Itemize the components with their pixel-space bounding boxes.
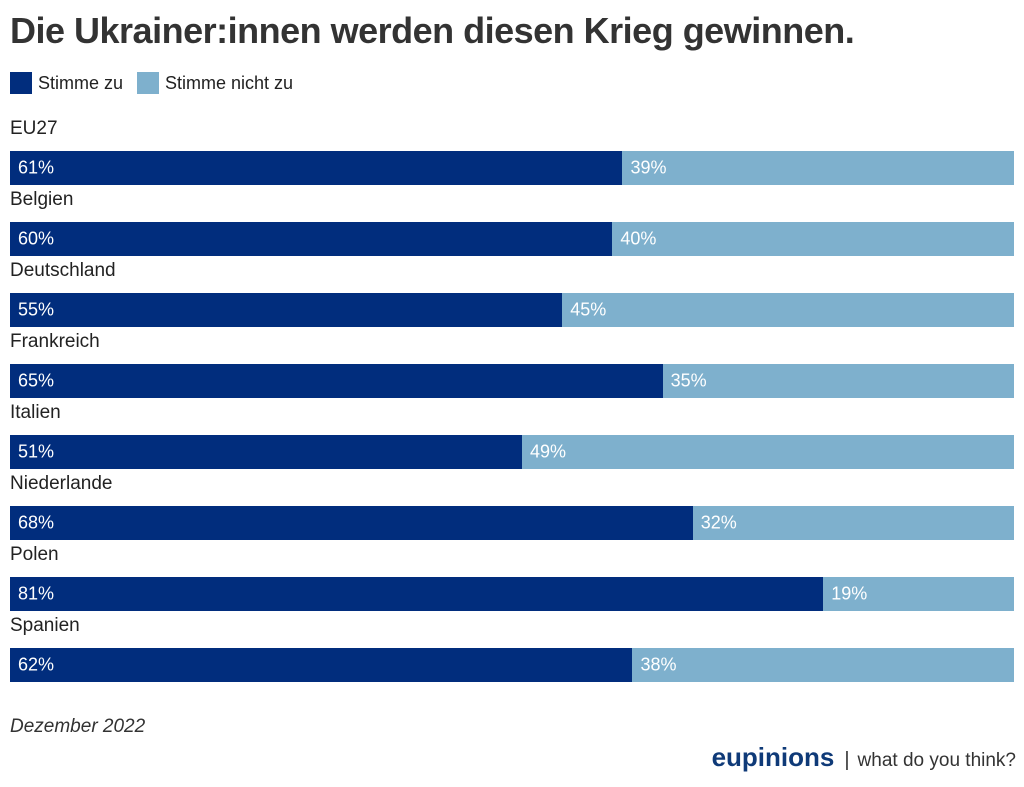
bar-segment-agree: 55% bbox=[10, 293, 563, 327]
bar-segment-disagree: 45% bbox=[562, 293, 1014, 327]
survey-date: Dezember 2022 bbox=[10, 716, 146, 737]
stacked-bar: 51% 49% bbox=[10, 435, 1014, 469]
bar-row-italien: Italien 51% 49% bbox=[10, 402, 1014, 473]
data-label: 81% bbox=[18, 583, 55, 604]
bar-segment-disagree: 40% bbox=[612, 222, 1014, 256]
category-label: EU27 bbox=[10, 118, 58, 139]
data-label: 51% bbox=[18, 441, 55, 462]
bar-segment-disagree: 39% bbox=[622, 151, 1014, 185]
data-label: 65% bbox=[18, 370, 55, 391]
category-label: Italien bbox=[10, 402, 61, 423]
data-label: 55% bbox=[18, 299, 55, 320]
data-label: 68% bbox=[18, 512, 55, 533]
brand-footer: eupinions | what do you think? bbox=[712, 742, 1016, 773]
bar-row-deutschland: Deutschland 55% 45% bbox=[10, 260, 1014, 331]
bar-segment-agree: 62% bbox=[10, 648, 633, 682]
legend-item-disagree: Stimme nicht zu bbox=[137, 72, 293, 94]
data-label: 32% bbox=[700, 512, 737, 533]
bar-segment-agree: 51% bbox=[10, 435, 523, 469]
data-label: 61% bbox=[18, 157, 55, 178]
bar-row-polen: Polen 81% 19% bbox=[10, 544, 1014, 615]
data-label: 39% bbox=[630, 157, 667, 178]
bar-segment-disagree: 38% bbox=[632, 648, 1014, 682]
bar-segment-disagree: 32% bbox=[692, 506, 1014, 540]
stacked-bar: 60% 40% bbox=[10, 222, 1014, 256]
stacked-bar: 61% 39% bbox=[10, 151, 1014, 185]
category-label: Belgien bbox=[10, 189, 74, 210]
bar-segment-agree: 65% bbox=[10, 364, 663, 398]
legend-swatch-agree bbox=[10, 72, 32, 94]
bar-segment-agree: 61% bbox=[10, 151, 623, 185]
chart-title: Die Ukrainer:innen werden diesen Krieg g… bbox=[10, 10, 855, 51]
stacked-bar: 81% 19% bbox=[10, 577, 1014, 611]
brand-logo: eupinions bbox=[711, 742, 835, 772]
stacked-bar: 62% 38% bbox=[10, 648, 1014, 682]
category-label: Spanien bbox=[10, 615, 80, 636]
bar-row-eu27: EU27 61% 39% bbox=[10, 118, 1014, 189]
bar-row-niederlande: Niederlande 68% 32% bbox=[10, 473, 1014, 544]
bar-row-spanien: Spanien 62% 38% bbox=[10, 615, 1014, 686]
stacked-bar: 65% 35% bbox=[10, 364, 1014, 398]
data-label: 35% bbox=[670, 370, 707, 391]
bar-segment-disagree: 19% bbox=[823, 577, 1014, 611]
legend-label-disagree: Stimme nicht zu bbox=[165, 72, 294, 93]
bar-row-belgien: Belgien 60% 40% bbox=[10, 189, 1014, 260]
bar-row-frankreich: Frankreich 65% 35% bbox=[10, 331, 1014, 402]
category-label: Frankreich bbox=[10, 331, 100, 352]
data-label: 49% bbox=[530, 441, 567, 462]
legend-item-agree: Stimme zu bbox=[10, 72, 123, 94]
stacked-bar: 55% 45% bbox=[10, 293, 1014, 327]
bar-segment-disagree: 35% bbox=[662, 364, 1014, 398]
bar-rows: EU27 61% 39% Belgien 60% 40% Deutschland 55% 45%… bbox=[10, 118, 1014, 686]
bar-segment-agree: 60% bbox=[10, 222, 613, 256]
data-label: 40% bbox=[620, 228, 657, 249]
data-label: 45% bbox=[570, 299, 607, 320]
stacked-bar: 68% 32% bbox=[10, 506, 1014, 540]
bar-segment-disagree: 49% bbox=[522, 435, 1014, 469]
brand-separator: | bbox=[844, 749, 850, 771]
legend-label-agree: Stimme zu bbox=[38, 72, 124, 93]
bar-segment-agree: 81% bbox=[10, 577, 824, 611]
category-label: Niederlande bbox=[10, 473, 113, 494]
legend-swatch-disagree bbox=[137, 72, 160, 94]
data-label: 60% bbox=[18, 228, 55, 249]
legend: Stimme zu Stimme nicht zu bbox=[10, 72, 307, 94]
data-label: 62% bbox=[18, 654, 55, 675]
bar-segment-agree: 68% bbox=[10, 506, 693, 540]
data-label: 19% bbox=[831, 583, 868, 604]
category-label: Polen bbox=[10, 544, 59, 565]
brand-tagline: what do you think? bbox=[857, 750, 1016, 771]
category-label: Deutschland bbox=[10, 260, 116, 281]
data-label: 38% bbox=[640, 654, 677, 675]
